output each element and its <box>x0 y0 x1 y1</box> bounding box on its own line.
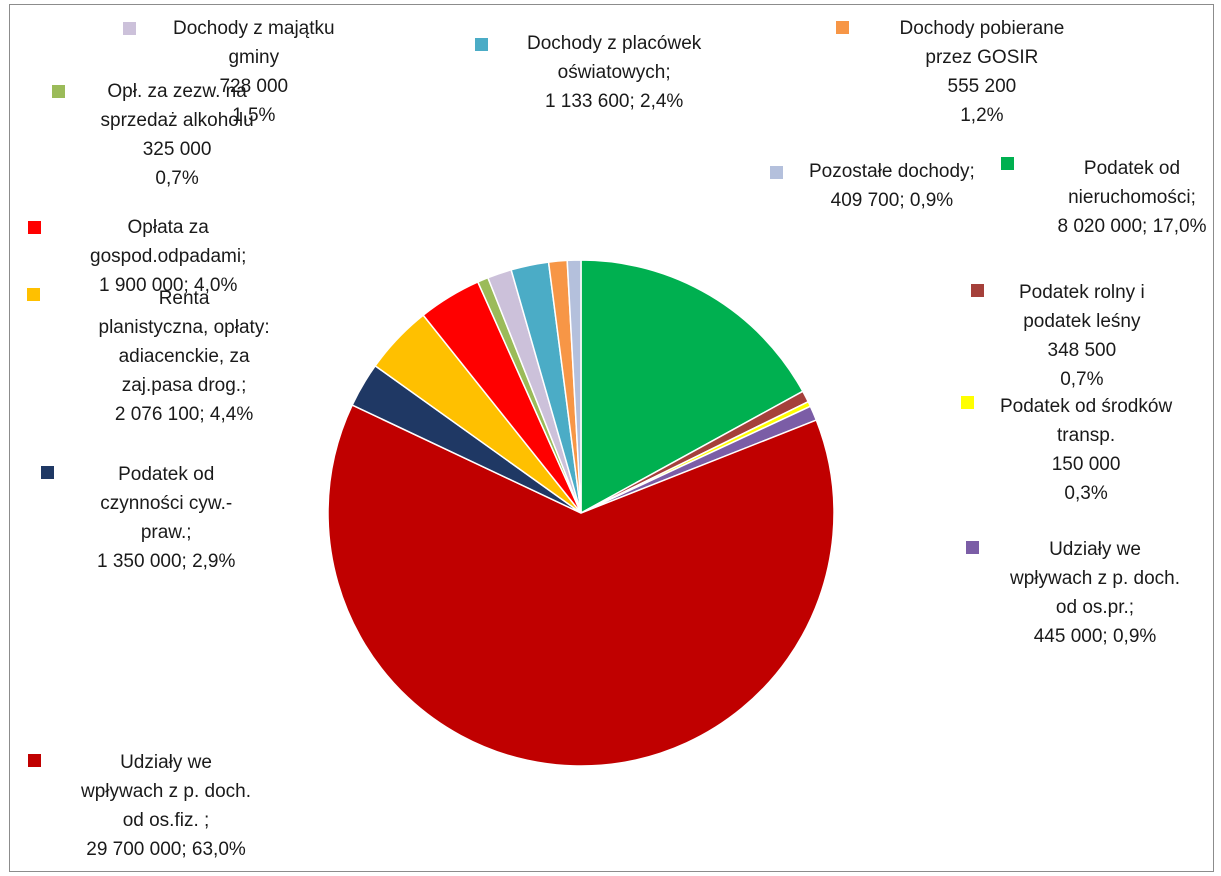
slice-label-line: Pozostałe dochody; <box>809 161 975 182</box>
legend-swatch-11 <box>836 21 849 34</box>
slice-label-line: wpływach z p. doch. <box>1010 568 1181 589</box>
slice-label-line: Podatek od <box>1083 158 1181 179</box>
slice-label-line: wpływach z p. doch. <box>81 781 252 802</box>
slice-label-4: Udziały we wpływach z p. doch. od os.fiz. … <box>81 748 251 864</box>
slice-label-line: Podatek rolny i <box>1019 282 1145 303</box>
legend-swatch-10 <box>475 38 488 51</box>
slice-label-line: 325 000 <box>142 139 212 160</box>
slice-label-line: Udziały we <box>1049 539 1141 560</box>
slice-label-8: Opł. za zezw. na sprzedaż alkoholu 325 000… <box>101 77 254 193</box>
slice-label-line: podatek leśny <box>1023 311 1141 332</box>
pie-slice-4 <box>327 404 835 767</box>
slice-label-line: 1 350 000; 2,9% <box>97 551 236 572</box>
slice-label-line: 1 133 600; 2,4% <box>544 91 684 112</box>
slice-label-11: Dochody pobierane przez GOSIR 555 200 1,2% <box>900 14 1065 130</box>
legend-swatch-1 <box>971 284 984 297</box>
slice-label-line: zaj.pasa drog.; <box>121 375 247 396</box>
slice-label-line: planistyczna, opłaty: <box>98 317 270 338</box>
slice-label-1: Podatek rolny i podatek leśny 348 500 0,7% <box>1019 278 1145 394</box>
slice-label-line: 150 000 <box>1051 454 1121 475</box>
legend-swatch-7 <box>28 221 41 234</box>
slice-label-line: od os.fiz. ; <box>122 810 210 831</box>
slice-label-line: transp. <box>1057 425 1116 446</box>
slice-label-10: Dochody z placówek oświatowych; 1 133 600;… <box>527 29 701 116</box>
slice-label-line: Opłata za <box>127 217 209 238</box>
slice-label-line: 555 200 <box>947 76 1017 97</box>
slice-label-9: Dochody z majątku gminy 728 000 1,5% <box>173 14 335 130</box>
slice-label-3: Udziały we wpływach z p. doch. od os.pr.; 4… <box>1010 535 1180 651</box>
slice-label-line: Udziały we <box>120 752 212 773</box>
slice-label-line: gospod.odpadami; <box>90 246 247 267</box>
pie-slice-12 <box>566 259 582 514</box>
slice-label-line: 728 000 <box>219 76 289 97</box>
slice-label-7: Opłata za gospod.odpadami; 1 900 000; 4,0% <box>90 213 246 300</box>
slice-label-line: Podatek od środków <box>1000 396 1173 417</box>
slice-label-line: 1,5% <box>232 105 276 126</box>
legend-swatch-4 <box>28 754 41 767</box>
legend-swatch-12 <box>770 166 783 179</box>
slice-label-line: Dochody z majątku <box>173 18 335 39</box>
slice-label-line: 0,3% <box>1064 483 1108 504</box>
slice-label-line: 2 076 100; 4,4% <box>114 404 254 425</box>
slice-label-line: Podatek od <box>118 464 215 485</box>
slice-label-line: 445 000; 0,9% <box>1033 626 1157 647</box>
slice-label-line: 0,7% <box>1060 369 1104 390</box>
slice-label-line: 1,2% <box>960 105 1004 126</box>
slice-label-line: oświatowych; <box>557 62 671 83</box>
slice-label-2: Podatek od środków transp. 150 000 0,3% <box>1000 392 1172 508</box>
legend-swatch-9 <box>123 22 136 35</box>
slice-label-line: 8 020 000; 17,0% <box>1057 216 1207 237</box>
slice-label-line: praw.; <box>140 522 192 543</box>
slice-label-line: 348 500 <box>1047 340 1117 361</box>
legend-swatch-3 <box>966 541 979 554</box>
slice-label-line: 29 700 000; 63,0% <box>86 839 246 860</box>
slice-label-line: Dochody pobierane <box>899 18 1065 39</box>
slice-label-6: Renta planistyczna, opłaty: adiacenckie, z… <box>99 284 270 429</box>
slice-label-line: nieruchomości; <box>1068 187 1196 208</box>
slice-label-line: Dochody z placówek <box>527 33 702 54</box>
slice-label-line: od os.pr.; <box>1055 597 1135 618</box>
pie-chart <box>327 259 835 767</box>
slice-label-line: Opł. za zezw. na <box>107 81 247 102</box>
legend-swatch-5 <box>41 466 54 479</box>
slice-label-12: Pozostałe dochody; 409 700; 0,9% <box>809 157 975 215</box>
slice-label-line: przez GOSIR <box>925 47 1039 68</box>
slice-label-line: adiacenckie, za <box>118 346 250 367</box>
legend-swatch-8 <box>52 85 65 98</box>
slice-label-line: 1 900 000; 4,0% <box>98 275 238 296</box>
legend-swatch-0 <box>1001 157 1014 170</box>
slice-label-line: czynności cyw.- <box>100 493 233 514</box>
legend-swatch-2 <box>961 396 974 409</box>
slice-label-line: 409 700; 0,9% <box>830 190 954 211</box>
slice-label-0: Podatek od nieruchomości; 8 020 000; 17,0% <box>1058 154 1207 241</box>
slice-label-5: Podatek od czynności cyw.- praw.; 1 350 000… <box>97 460 235 576</box>
slice-label-line: sprzedaż alkoholu <box>100 110 254 131</box>
slice-label-line: Renta <box>158 288 210 309</box>
slice-label-line: 0,7% <box>155 168 199 189</box>
pie-slice-0 <box>580 259 804 515</box>
slice-label-line: gminy <box>228 47 280 68</box>
legend-swatch-6 <box>27 288 40 301</box>
chart-frame: Podatek od nieruchomości; 8 020 000; 17,0%… <box>9 4 1214 872</box>
